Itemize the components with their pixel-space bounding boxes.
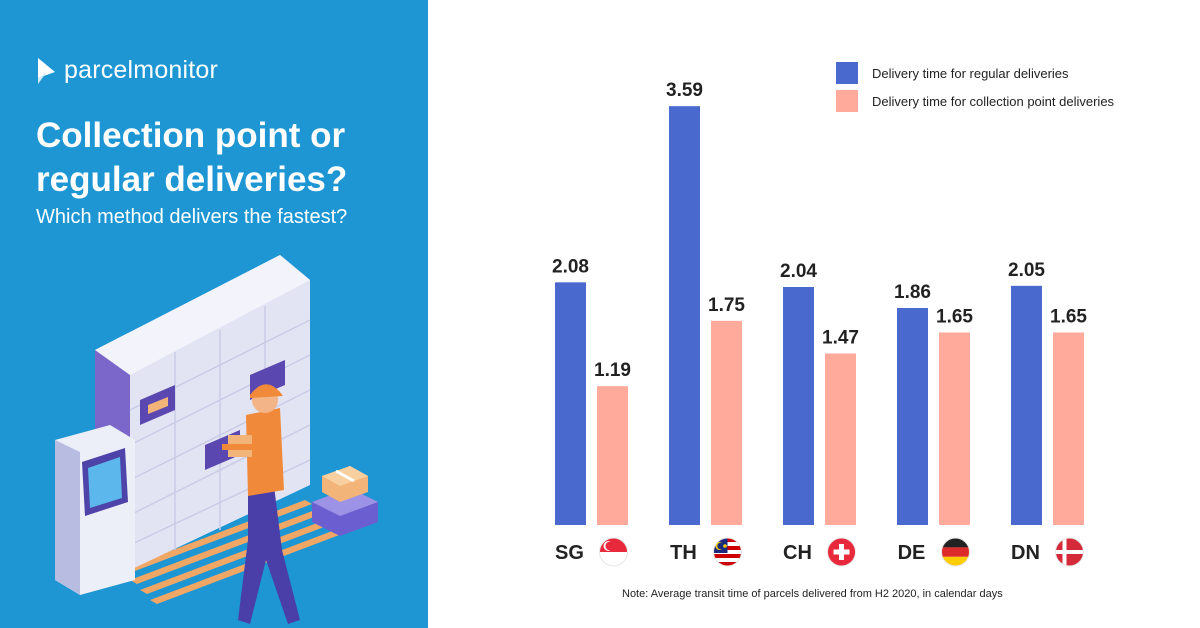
legend-label-collection: Delivery time for collection point deliv… bbox=[872, 93, 1115, 109]
bar-regular-th bbox=[669, 106, 700, 526]
bar-collection-dn bbox=[1053, 332, 1084, 525]
data-labels-group: 2.081.193.591.752.041.471.861.652.051.65 bbox=[552, 80, 1087, 381]
parcelmonitor-logo-icon bbox=[38, 57, 55, 84]
data-label-regular-ch: 2.04 bbox=[780, 261, 817, 282]
data-label-regular-th: 3.59 bbox=[666, 80, 703, 101]
denmark-flag-icon bbox=[1055, 537, 1084, 567]
flags-group bbox=[599, 537, 1084, 567]
legend-swatch-regular bbox=[836, 62, 858, 84]
data-label-collection-th: 1.75 bbox=[708, 295, 745, 316]
data-label-regular-sg: 2.08 bbox=[552, 256, 589, 277]
parcel-locker-illustration bbox=[55, 255, 378, 624]
category-label-th: TH bbox=[670, 542, 697, 564]
malaysia-flag-icon bbox=[713, 537, 742, 567]
parcel-stack-icon bbox=[312, 466, 378, 536]
data-label-collection-de: 1.65 bbox=[936, 307, 973, 328]
bar-regular-sg bbox=[555, 282, 586, 525]
data-label-regular-dn: 2.05 bbox=[1008, 260, 1045, 281]
chart-legend: Delivery time for regular deliveries Del… bbox=[836, 60, 1114, 116]
bar-collection-de bbox=[939, 332, 970, 525]
germany-flag-icon bbox=[941, 537, 970, 567]
bar-collection-sg bbox=[597, 386, 628, 525]
chart-note: Note: Average transit time of parcels de… bbox=[622, 588, 1003, 600]
delivery-time-bar-chart: 2.081.193.591.752.041.471.861.652.051.65… bbox=[552, 80, 1087, 567]
bar-collection-ch bbox=[825, 353, 856, 525]
bars-group bbox=[555, 106, 1084, 526]
data-label-collection-dn: 1.65 bbox=[1050, 307, 1087, 328]
bar-collection-th bbox=[711, 320, 742, 525]
category-label-sg: SG bbox=[555, 542, 584, 564]
singapore-flag-icon bbox=[599, 537, 628, 567]
data-label-collection-sg: 1.19 bbox=[594, 360, 631, 381]
kiosk-icon bbox=[55, 425, 135, 595]
bar-regular-de bbox=[897, 308, 928, 525]
legend-item-collection: Delivery time for collection point deliv… bbox=[836, 88, 1114, 114]
data-label-collection-ch: 1.47 bbox=[822, 328, 859, 349]
courier-icon bbox=[222, 384, 300, 624]
category-labels-group: SG TH CH DE DN bbox=[555, 542, 1040, 564]
data-label-regular-de: 1.86 bbox=[894, 282, 931, 303]
brand-logo: parcelmonitor bbox=[36, 56, 218, 85]
bar-regular-ch bbox=[783, 287, 814, 525]
category-label-dn: DN bbox=[1011, 542, 1040, 564]
intro-panel: parcelmonitor Collection point or regula… bbox=[0, 0, 428, 628]
page-subtitle: Which method delivers the fastest? bbox=[36, 206, 348, 228]
legend-label-regular: Delivery time for regular deliveries bbox=[872, 65, 1069, 81]
category-label-ch: CH bbox=[783, 542, 812, 564]
switzerland-flag-icon bbox=[827, 537, 856, 567]
page-title: Collection point or regular deliveries? bbox=[36, 116, 348, 199]
legend-item-regular: Delivery time for regular deliveries bbox=[836, 60, 1114, 86]
bar-regular-dn bbox=[1011, 285, 1042, 525]
category-label-de: DE bbox=[898, 542, 926, 564]
legend-swatch-collection bbox=[836, 90, 858, 112]
brand-name: parcelmonitor bbox=[64, 56, 219, 84]
